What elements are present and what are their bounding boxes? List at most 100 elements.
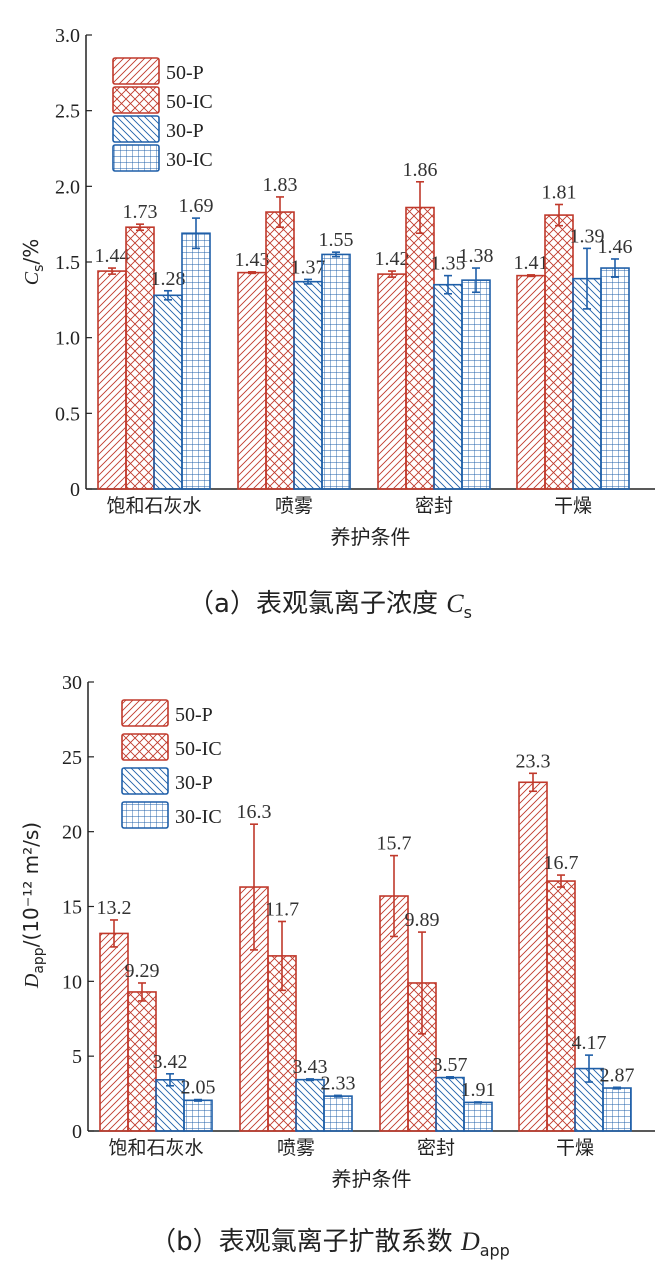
y-axis-title: Dapp/(10⁻¹² m²/s) — [19, 822, 47, 989]
bar-50-P — [237, 271, 267, 490]
legend-label: 50-IC — [175, 738, 222, 760]
y-tick-label: 0 — [70, 479, 80, 501]
data-label: 1.41 — [514, 252, 549, 274]
bar-30-P — [293, 280, 323, 490]
data-label: 15.7 — [377, 833, 412, 855]
bar-50-P — [516, 274, 546, 490]
legend-swatch-30-IC — [121, 801, 169, 829]
bar-50-P — [377, 273, 407, 490]
x-tick-label: 密封 — [417, 1137, 455, 1159]
y-tick-label: 20 — [62, 822, 82, 844]
x-tick-label: 密封 — [415, 495, 453, 517]
data-label: 1.46 — [598, 236, 633, 258]
bar-30-IC — [463, 1101, 493, 1132]
data-label: 1.69 — [179, 195, 214, 217]
data-label: 3.42 — [153, 1051, 188, 1073]
chart-a: 0 0.5 1.0 1.5 2.0 2.5 3.0 饱和石灰水 1.44 1.73 1.28 1.69… — [19, 25, 655, 622]
x-tick-label: 饱和石灰水 — [108, 1137, 203, 1159]
x-tick-label: 喷雾 — [277, 1137, 315, 1159]
y-tick-label: 1.5 — [55, 252, 80, 274]
data-label: 1.83 — [263, 174, 298, 196]
legend-swatch-50-IC — [121, 733, 169, 761]
bar-30-P — [433, 283, 463, 490]
data-label: 4.17 — [572, 1032, 607, 1054]
bar-30-IC — [181, 232, 211, 490]
data-label: 2.05 — [181, 1077, 216, 1099]
legend-label: 50-IC — [166, 91, 213, 113]
legend-label: 30-IC — [166, 149, 213, 171]
bar-50-P — [99, 932, 129, 1132]
data-label: 9.89 — [405, 909, 440, 931]
data-label: 1.38 — [459, 245, 494, 267]
y-tick-label: 1.0 — [55, 328, 80, 350]
y-tick-label: 3.0 — [55, 25, 80, 47]
data-label: 1.44 — [95, 245, 130, 267]
x-tick-label: 饱和石灰水 — [106, 495, 201, 517]
bar-30-P — [153, 294, 183, 490]
bar-30-IC — [600, 267, 630, 490]
data-label: 1.73 — [123, 201, 158, 223]
data-label: 1.37 — [291, 256, 326, 278]
data-label: 2.33 — [321, 1072, 356, 1094]
legend-swatch-50-P — [112, 57, 160, 85]
data-label: 1.81 — [542, 181, 577, 203]
bar-30-IC — [183, 1099, 213, 1132]
bar-30-IC — [461, 279, 491, 490]
bar-50-IC — [544, 214, 574, 490]
data-label: 3.57 — [433, 1054, 468, 1076]
data-label: 1.42 — [375, 248, 410, 270]
legend-label: 30-IC — [175, 806, 222, 828]
data-label: 13.2 — [97, 897, 132, 919]
y-tick-label: 25 — [62, 747, 82, 769]
legend-label: 50-P — [166, 62, 204, 84]
y-tick-label: 15 — [62, 897, 82, 919]
bar-50-P — [97, 270, 127, 490]
legend-label: 30-P — [166, 120, 204, 142]
data-label: 23.3 — [516, 750, 551, 772]
legend-label: 50-P — [175, 704, 213, 726]
bar-50-IC — [405, 206, 435, 490]
x-axis-title: 养护条件 — [332, 1167, 412, 1191]
bar-30-IC — [323, 1095, 353, 1132]
legend-swatch-30-P — [121, 767, 169, 795]
data-label: 1.35 — [431, 253, 466, 275]
y-axis-title: Cs/% — [19, 239, 47, 285]
bar-50-IC — [127, 991, 157, 1132]
data-label: 16.7 — [544, 852, 579, 874]
figure-caption: （a）表观氯离子浓度 Cs — [188, 589, 472, 622]
bar-30-IC — [321, 253, 351, 490]
y-tick-label: 5 — [72, 1046, 82, 1068]
x-tick-label: 喷雾 — [275, 495, 313, 517]
legend-label: 30-P — [175, 772, 213, 794]
data-label: 1.86 — [403, 159, 438, 181]
data-label: 1.28 — [151, 268, 186, 290]
bar-30-IC — [602, 1087, 632, 1132]
data-label: 1.39 — [570, 225, 605, 247]
legend-swatch-50-P — [121, 699, 169, 727]
legend-swatch-30-IC — [112, 144, 160, 172]
bar-30-P — [572, 277, 602, 490]
y-tick-label: 0.5 — [55, 403, 80, 425]
bar-50-IC — [265, 211, 295, 490]
y-tick-label: 30 — [62, 672, 82, 694]
data-label: 1.43 — [235, 249, 270, 271]
y-tick-label: 0 — [72, 1121, 82, 1143]
bar-50-IC — [546, 880, 576, 1132]
data-label: 3.43 — [293, 1056, 328, 1078]
data-label: 16.3 — [237, 801, 272, 823]
data-label: 1.55 — [319, 229, 354, 251]
x-tick-label: 干燥 — [554, 495, 592, 517]
y-tick-label: 10 — [62, 971, 82, 993]
chart-b: 0 5 10 15 20 25 30 饱和石灰水 13.2 9.29 3.42 2.05 喷雾 16.3 1… — [19, 672, 655, 1260]
data-label: 2.87 — [600, 1064, 635, 1086]
data-label: 9.29 — [125, 960, 160, 982]
y-tick-label: 2.0 — [55, 176, 80, 198]
x-tick-label: 干燥 — [556, 1137, 594, 1159]
x-axis-title: 养护条件 — [331, 525, 411, 549]
y-tick-label: 2.5 — [55, 101, 80, 123]
bar-50-P — [518, 781, 548, 1132]
legend-swatch-30-P — [112, 115, 160, 143]
figure-caption: （b）表观氯离子扩散系数 Dapp — [150, 1227, 510, 1260]
data-label: 11.7 — [265, 898, 299, 920]
